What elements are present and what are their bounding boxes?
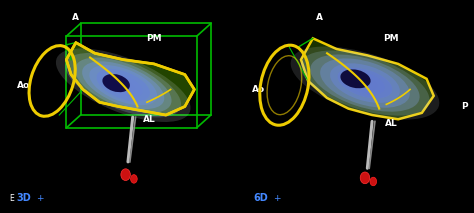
Ellipse shape bbox=[104, 74, 143, 97]
Text: Ao: Ao bbox=[252, 85, 265, 94]
Text: A: A bbox=[317, 13, 323, 22]
Text: 6D: 6D bbox=[253, 193, 268, 203]
Text: E: E bbox=[9, 194, 14, 203]
Polygon shape bbox=[66, 43, 194, 115]
Ellipse shape bbox=[345, 72, 385, 95]
Ellipse shape bbox=[291, 46, 439, 120]
Ellipse shape bbox=[310, 55, 419, 112]
Ellipse shape bbox=[56, 48, 191, 122]
Text: Ao: Ao bbox=[17, 81, 30, 90]
Ellipse shape bbox=[360, 172, 370, 184]
Ellipse shape bbox=[111, 78, 136, 92]
Ellipse shape bbox=[337, 68, 392, 98]
Ellipse shape bbox=[330, 63, 400, 103]
Ellipse shape bbox=[340, 69, 371, 88]
Text: PM: PM bbox=[383, 34, 399, 43]
Text: 3D: 3D bbox=[16, 193, 31, 203]
Text: AL: AL bbox=[385, 119, 397, 128]
Ellipse shape bbox=[301, 50, 429, 116]
Ellipse shape bbox=[130, 175, 137, 183]
Text: A: A bbox=[73, 13, 79, 22]
Ellipse shape bbox=[65, 53, 181, 117]
Ellipse shape bbox=[82, 61, 164, 109]
Text: P: P bbox=[461, 102, 468, 111]
Ellipse shape bbox=[121, 169, 130, 181]
Ellipse shape bbox=[353, 76, 377, 91]
Text: +: + bbox=[273, 194, 281, 203]
Ellipse shape bbox=[75, 58, 172, 113]
Text: +: + bbox=[36, 194, 44, 203]
Ellipse shape bbox=[320, 58, 410, 108]
Text: PM: PM bbox=[146, 34, 162, 43]
Ellipse shape bbox=[102, 74, 130, 92]
Text: AL: AL bbox=[143, 115, 155, 124]
Ellipse shape bbox=[89, 65, 157, 105]
Polygon shape bbox=[301, 38, 434, 119]
Ellipse shape bbox=[370, 177, 376, 186]
Ellipse shape bbox=[97, 69, 150, 101]
